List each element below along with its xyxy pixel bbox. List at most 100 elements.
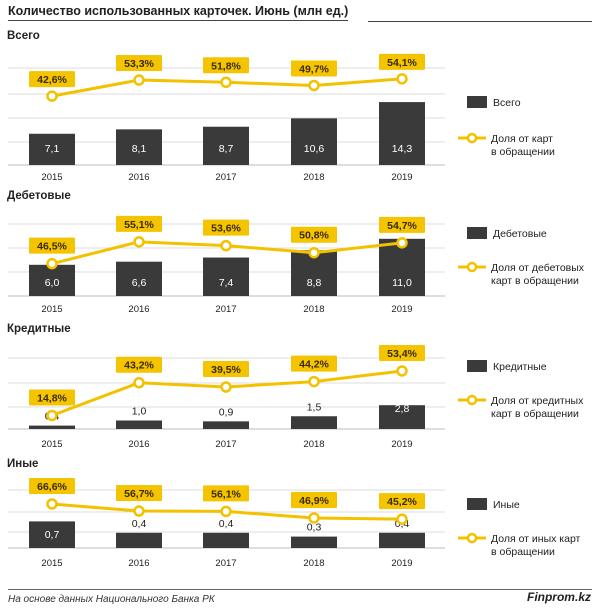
bar-2018 xyxy=(291,416,337,429)
x-tick-label: 2017 xyxy=(215,558,236,569)
percent-label: 55,1% xyxy=(124,219,154,231)
bar-2019 xyxy=(379,532,425,548)
percent-label: 46,5% xyxy=(37,241,67,253)
line-marker xyxy=(220,239,232,252)
line-marker xyxy=(46,257,58,270)
legend-bar-label: Дебетовые xyxy=(493,228,547,240)
line-marker xyxy=(396,237,408,249)
percent-label-box xyxy=(29,389,75,406)
bar-value-label: 7,4 xyxy=(219,277,234,289)
percent-label-box xyxy=(203,485,249,502)
x-tick-label: 2019 xyxy=(391,439,412,450)
legend-line-marker xyxy=(466,532,478,544)
bar-value-label: 10,6 xyxy=(304,143,325,155)
percent-label-box xyxy=(291,491,337,508)
bar-2019 xyxy=(379,102,425,165)
x-tick-label: 2015 xyxy=(41,439,62,450)
title-underline xyxy=(368,21,592,22)
percent-label: 66,6% xyxy=(37,481,67,493)
bar-2017 xyxy=(203,421,249,429)
bar-2015 xyxy=(29,425,75,429)
x-tick-label: 2015 xyxy=(41,558,62,569)
bar-2015 xyxy=(29,133,75,165)
legend-bar-swatch xyxy=(467,96,487,108)
bar-value-label: 0,7 xyxy=(45,529,60,541)
percent-label: 14,8% xyxy=(37,392,67,404)
bar-2017 xyxy=(203,532,249,548)
percent-label-box xyxy=(116,356,162,373)
percent-label-box xyxy=(291,355,337,372)
bar-2017 xyxy=(203,126,249,165)
percent-label-box xyxy=(203,219,249,236)
legend-line-label: Доля от карт xyxy=(491,133,553,145)
x-tick-label: 2019 xyxy=(391,172,412,183)
x-tick-label: 2016 xyxy=(128,172,149,183)
percent-label-box xyxy=(379,493,425,510)
line-marker xyxy=(308,79,320,92)
legend-line-label: в обращении xyxy=(491,546,555,558)
percent-label-box xyxy=(379,216,425,233)
line-marker xyxy=(396,365,408,377)
percent-label: 56,1% xyxy=(211,488,241,500)
percent-label: 39,5% xyxy=(211,364,241,376)
panel-title-other: Иные xyxy=(7,458,39,470)
bar-value-label: 2,8 xyxy=(395,403,410,415)
legend-line-marker xyxy=(466,261,478,273)
footer-brand-logo: Finprom.kz xyxy=(526,590,591,604)
line-marker xyxy=(220,381,232,393)
x-tick-label: 2018 xyxy=(303,439,324,450)
line-marker xyxy=(133,236,145,248)
chart-debit: 6,0 6,6 7,4 8,8 11,0 2015 2016 2017 2018 2019 46,5… xyxy=(8,215,585,315)
x-tick-label: 2018 xyxy=(303,304,324,315)
percent-label-box xyxy=(291,226,337,243)
percent-label-box xyxy=(203,361,249,378)
x-tick-label: 2017 xyxy=(215,304,236,315)
bar-value-label: 0,9 xyxy=(219,406,234,418)
bar-2016 xyxy=(116,532,162,548)
percent-label: 44,2% xyxy=(299,359,329,371)
bar-value-label: 1,0 xyxy=(132,406,147,418)
x-tick-label: 2019 xyxy=(391,304,412,315)
bar-2016 xyxy=(116,261,162,296)
bar-2019 xyxy=(379,405,425,429)
x-tick-label: 2015 xyxy=(41,304,62,315)
percent-label-box xyxy=(29,71,75,88)
legend-line-label: Доля от иных карт xyxy=(491,533,581,545)
legend-line-marker xyxy=(466,132,478,144)
bar-value-label: 6,0 xyxy=(45,277,60,289)
bar-2018 xyxy=(291,118,337,165)
percent-label: 45,2% xyxy=(387,496,417,508)
bar-value-label: 1,5 xyxy=(307,401,322,413)
x-tick-label: 2016 xyxy=(128,439,149,450)
x-tick-label: 2019 xyxy=(391,558,412,569)
line-marker xyxy=(133,376,145,389)
line-marker xyxy=(220,76,232,89)
bar-value-label: 0,3 xyxy=(307,522,322,534)
percent-label: 54,7% xyxy=(387,220,417,232)
line-marker xyxy=(133,74,145,86)
x-tick-label: 2015 xyxy=(41,172,62,183)
bar-value-label: 14,3 xyxy=(392,143,413,155)
percent-label: 53,6% xyxy=(211,223,241,235)
x-tick-label: 2017 xyxy=(215,439,236,450)
legend-line-label: карт в обращении xyxy=(491,275,579,287)
line-marker xyxy=(46,498,58,510)
chart-title: Количество использованных карточек. Июнь… xyxy=(8,4,349,21)
chart-total: 7,1 8,1 8,7 10,6 14,3 2015 2016 2017 2018 2019 42,… xyxy=(8,53,555,183)
legend-bar-label: Иные xyxy=(493,499,520,511)
line-marker xyxy=(396,73,408,85)
percent-label: 56,7% xyxy=(124,488,154,500)
x-tick-label: 2018 xyxy=(303,558,324,569)
legend-bar-label: Всего xyxy=(493,97,521,109)
bar-value-label: 7,1 xyxy=(45,143,60,155)
bar-2016 xyxy=(116,129,162,165)
bar-2018 xyxy=(291,536,337,548)
bar-2015 xyxy=(29,521,75,548)
legend-line-label: Доля от кредитных xyxy=(491,395,584,407)
percent-label-box xyxy=(116,485,162,502)
percent-label-box xyxy=(203,57,249,74)
line-marker xyxy=(308,512,320,524)
bar-value-label: 0,4 xyxy=(219,518,234,530)
legend-bar-swatch xyxy=(467,227,487,239)
panel-title-credit: Кредитные xyxy=(7,323,71,335)
